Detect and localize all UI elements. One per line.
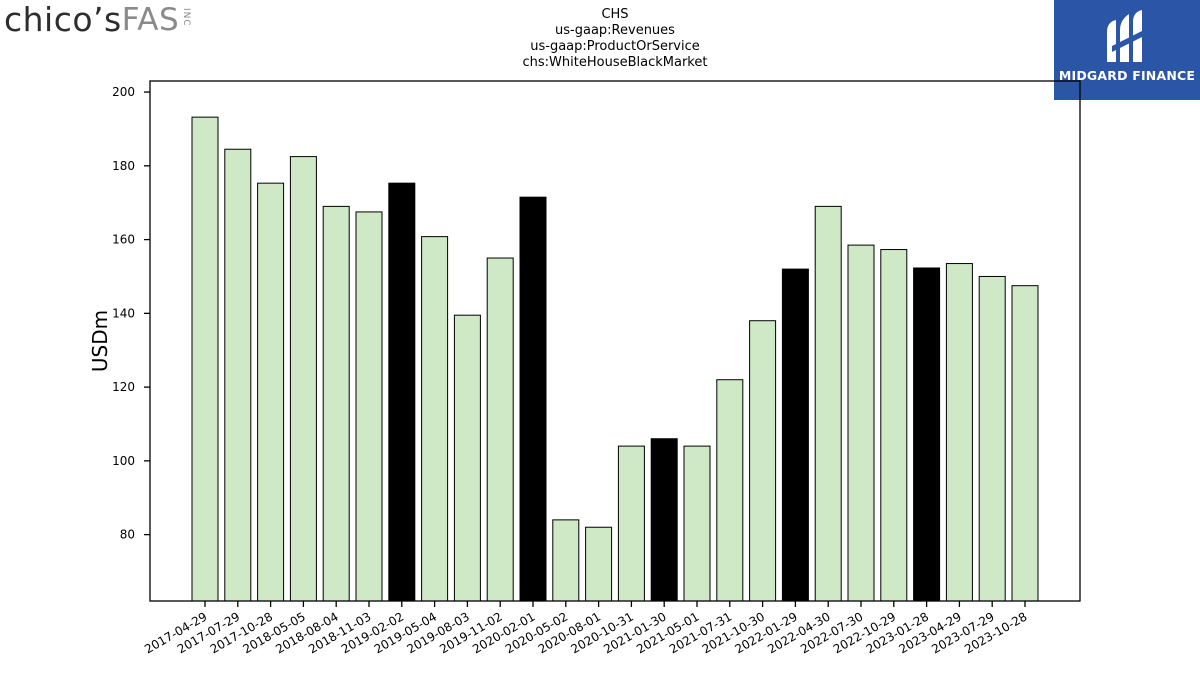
y-tick-label: 80	[120, 528, 135, 542]
bar	[781, 268, 809, 602]
bars-group	[191, 116, 1039, 602]
bar	[388, 182, 416, 602]
y-tick-label: 180	[112, 159, 135, 173]
chart-title: CHS us-gaap:Revenues us-gaap:ProductOrSe…	[400, 7, 830, 71]
title-line: us-gaap:ProductOrService	[530, 39, 700, 54]
chicos-fas-logo: chico’s FAS INC	[4, 2, 191, 42]
midgard-finance-logo: MIDGARD FINANCE	[1054, 0, 1200, 100]
bar	[453, 314, 481, 602]
logo-text-fas: FAS	[121, 2, 180, 38]
bar	[978, 275, 1006, 602]
bar	[749, 320, 777, 602]
y-tick-label: 160	[112, 233, 135, 247]
bar	[322, 205, 350, 602]
bar	[585, 526, 613, 602]
title-line: chs:WhiteHouseBlackMarket	[522, 55, 708, 70]
logo-text-inc: INC	[181, 8, 192, 27]
y-tick-label: 120	[112, 380, 135, 394]
bar	[519, 196, 547, 602]
logo-text-main: chico’s	[4, 0, 122, 39]
bar	[716, 379, 744, 602]
y-axis-label: USDm	[88, 310, 112, 372]
bar	[847, 244, 875, 602]
x-axis: 2017-04-292017-07-292017-10-282018-05-05…	[142, 601, 1030, 656]
midgard-brand-text: MIDGARD FINANCE	[1058, 68, 1196, 83]
title-line: CHS	[601, 7, 629, 22]
bar	[814, 205, 842, 602]
title-line: us-gaap:Revenues	[555, 23, 675, 38]
bar	[913, 267, 941, 602]
bar	[289, 156, 317, 602]
bar	[683, 445, 711, 602]
bar	[191, 116, 219, 602]
plot-frame	[149, 80, 1081, 602]
bar	[486, 257, 514, 602]
bar	[355, 211, 383, 602]
bar	[617, 445, 645, 602]
bar	[224, 148, 252, 602]
midgard-mark-icon	[1107, 10, 1144, 62]
bar	[257, 182, 285, 602]
bar	[552, 519, 580, 602]
y-tick-label: 100	[112, 454, 135, 468]
bar	[945, 263, 973, 602]
y-axis: 80 100 120 140 160 180 200	[112, 85, 150, 542]
bar	[650, 438, 678, 602]
y-tick-label: 200	[112, 85, 135, 99]
y-tick-label: 140	[112, 306, 135, 320]
bar	[880, 249, 908, 602]
bar	[1011, 285, 1039, 602]
bar	[421, 236, 449, 602]
